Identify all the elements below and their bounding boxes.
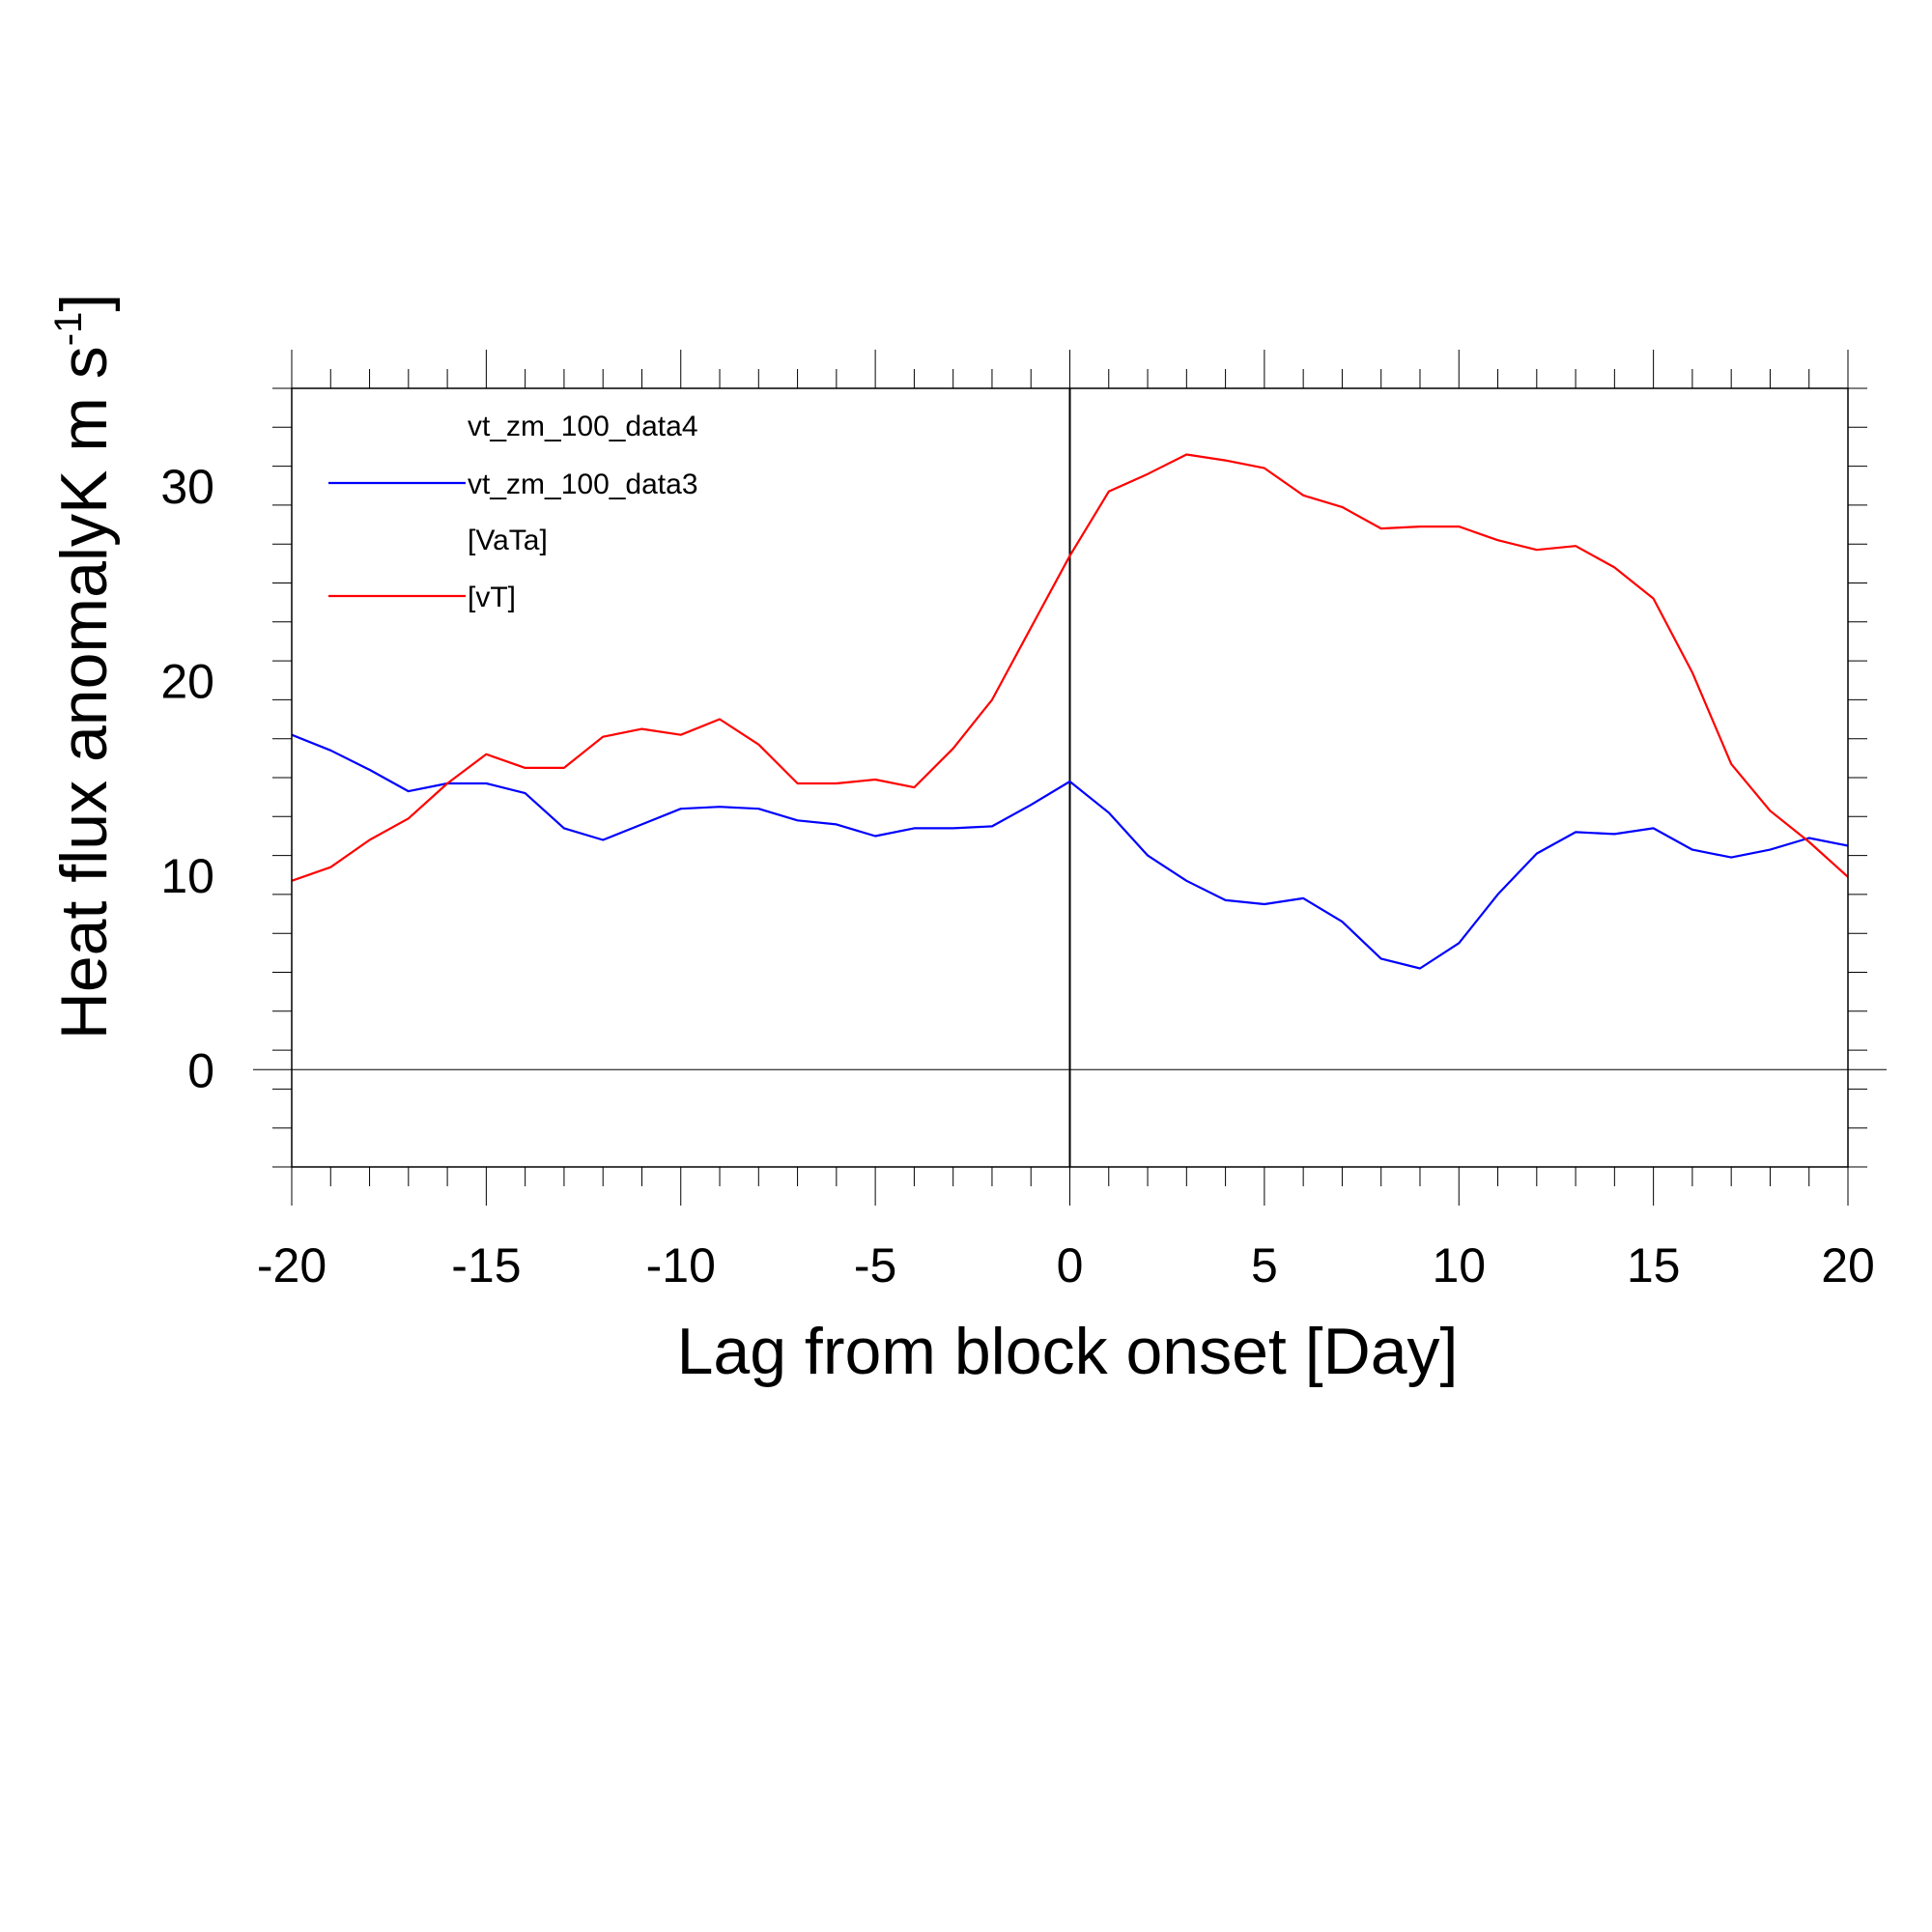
y-axis-title-main: Heat flux anomalyK m s bbox=[47, 346, 121, 1039]
y-axis-title: Heat flux anomalyK m s-1] bbox=[47, 294, 121, 1040]
reference-lines bbox=[253, 388, 1887, 1167]
legend-label-3: [VaTa] bbox=[468, 525, 548, 556]
series-group bbox=[291, 453, 1849, 970]
legend-label-1: vt_zm_100_data4 bbox=[468, 411, 698, 442]
y-tick-label: 30 bbox=[160, 460, 214, 514]
axis-ticks bbox=[272, 350, 1867, 1206]
series-line-1 bbox=[291, 733, 1849, 970]
legend: vt_zm_100_data4 vt_zm_100_data3 [VaTa] [vT] bbox=[328, 411, 698, 613]
y-axis-title-superscript: -1 bbox=[47, 312, 90, 347]
y-axis-title-suffix: ] bbox=[47, 294, 121, 312]
y-tick-label: 0 bbox=[187, 1043, 214, 1097]
x-tick-label: 5 bbox=[1251, 1238, 1278, 1293]
x-axis-title: Lag from block onset [Day] bbox=[677, 1315, 1459, 1388]
y-tick-label: 20 bbox=[160, 654, 214, 708]
x-tick-label: -10 bbox=[646, 1238, 716, 1293]
x-tick-label: -20 bbox=[257, 1238, 327, 1293]
x-tick-label: 10 bbox=[1432, 1238, 1486, 1293]
plot-frame bbox=[291, 387, 1849, 1168]
x-tick-label: -5 bbox=[854, 1238, 896, 1293]
x-tick-label: -15 bbox=[451, 1238, 521, 1293]
y-tick-label: 10 bbox=[160, 849, 214, 903]
series-line-2 bbox=[291, 453, 1849, 882]
x-tick-label: 15 bbox=[1627, 1238, 1681, 1293]
tick-labels: -20 -15 -10 -5 0 5 10 15 20 0 10 20 30 bbox=[160, 460, 1874, 1293]
x-tick-label: 20 bbox=[1821, 1238, 1875, 1293]
x-tick-label: 0 bbox=[1057, 1238, 1084, 1293]
legend-label-2: vt_zm_100_data3 bbox=[468, 469, 698, 500]
legend-label-4: [vT] bbox=[468, 582, 516, 613]
